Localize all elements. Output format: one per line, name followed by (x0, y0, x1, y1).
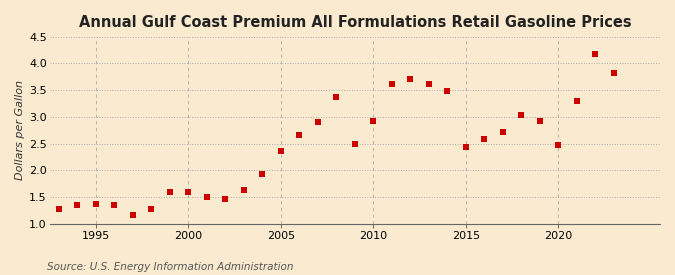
Point (275, 148, 286, 153)
Point (72, 203, 83, 207)
Point (590, 52, 601, 57)
Point (90, 202, 101, 206)
Point (460, 145, 471, 150)
Point (257, 172, 268, 176)
Point (423, 82, 434, 86)
Point (350, 142, 360, 146)
Point (368, 119, 379, 123)
Point (53, 207, 64, 211)
Point (183, 190, 194, 194)
Point (386, 82, 397, 86)
Point (553, 142, 564, 147)
Point (497, 130, 508, 134)
Text: Source: U.S. Energy Information Administration: Source: U.S. Energy Information Administ… (47, 262, 294, 272)
Point (165, 190, 176, 194)
Point (516, 112, 526, 117)
Point (294, 133, 305, 137)
Point (405, 77, 416, 82)
Point (238, 187, 249, 192)
Point (479, 137, 489, 142)
Point (202, 194, 213, 199)
Point (571, 99, 582, 103)
Y-axis label: Dollars per Gallon: Dollars per Gallon (15, 80, 25, 180)
Point (313, 120, 323, 125)
Point (220, 196, 231, 201)
Title: Annual Gulf Coast Premium All Formulations Retail Gasoline Prices: Annual Gulf Coast Premium All Formulatio… (78, 15, 631, 30)
Point (109, 203, 120, 207)
Point (608, 71, 619, 75)
Point (146, 207, 157, 211)
Point (442, 89, 453, 93)
Point (535, 119, 545, 123)
Point (128, 213, 138, 217)
Point (331, 95, 342, 99)
